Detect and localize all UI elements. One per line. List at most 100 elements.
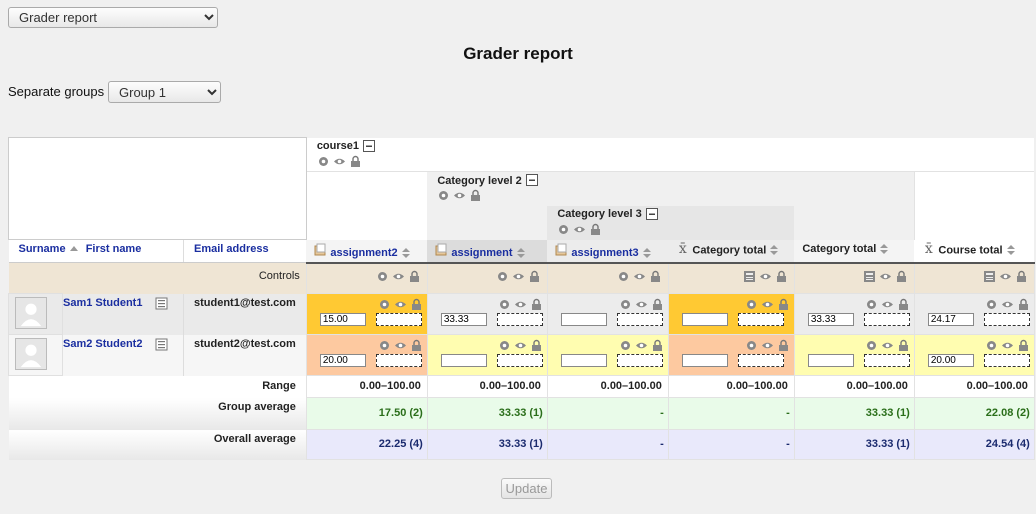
eye-icon[interactable] [512,270,525,283]
lock-icon[interactable] [530,298,543,311]
gear-icon[interactable] [619,339,632,352]
grade-input[interactable] [807,354,854,368]
sort-icon[interactable] [516,247,526,259]
grade-input[interactable] [927,313,974,327]
lock-icon[interactable] [408,270,421,283]
lock-icon[interactable] [895,270,908,283]
eye-icon[interactable] [1001,339,1014,352]
update-button[interactable]: Update [501,478,552,499]
gear-icon[interactable] [617,270,630,283]
gear-icon[interactable] [496,270,509,283]
gear-icon[interactable] [378,339,391,352]
gear-icon[interactable] [317,155,330,168]
collapse-icon[interactable] [645,207,659,221]
sort-icon[interactable] [1006,244,1016,256]
lock-icon[interactable] [649,270,662,283]
avatar[interactable] [15,338,47,371]
eye-icon[interactable] [635,339,648,352]
eye-icon[interactable] [394,298,407,311]
gear-icon[interactable] [437,189,450,202]
column-title[interactable]: assignment2 [330,246,398,259]
collapse-icon[interactable] [525,174,539,187]
grade-input[interactable] [807,313,854,327]
grade-input[interactable] [681,313,728,327]
gear-icon[interactable] [865,298,878,311]
feedback-input[interactable] [983,313,1030,327]
feedback-input[interactable] [496,313,543,327]
eye-icon[interactable] [881,339,894,352]
feedback-input[interactable] [863,313,910,327]
eye-icon[interactable] [761,298,774,311]
lock-icon[interactable] [897,298,910,311]
student-name[interactable]: Sam1 Student1 [63,296,143,309]
lock-icon[interactable] [897,339,910,352]
eye-icon[interactable] [881,298,894,311]
grade-input[interactable] [560,313,607,327]
lock-icon[interactable] [1017,298,1030,311]
lock-icon[interactable] [777,298,790,311]
gear-icon[interactable] [557,223,570,236]
gear-icon[interactable] [378,298,391,311]
feedback-input[interactable] [496,354,543,368]
student-name[interactable]: Sam2 Student2 [63,337,143,350]
grade-input[interactable] [440,313,487,327]
gear-icon[interactable] [498,298,511,311]
lock-icon[interactable] [775,270,788,283]
collapse-icon[interactable] [363,139,376,153]
calculator-icon[interactable] [983,270,996,283]
gear-icon[interactable] [745,298,758,311]
avatar[interactable] [15,297,47,330]
feedback-input[interactable] [863,354,910,368]
eye-icon[interactable] [514,298,527,311]
calculator-icon[interactable] [863,270,876,283]
lock-icon[interactable] [528,270,541,283]
gear-icon[interactable] [985,298,998,311]
eye-icon[interactable] [392,270,405,283]
feedback-input[interactable] [616,354,663,368]
eye-icon[interactable] [633,270,646,283]
lock-icon[interactable] [1017,339,1030,352]
sort-icon[interactable] [879,243,889,255]
group-select[interactable]: Group 1 [108,81,221,103]
gear-icon[interactable] [865,339,878,352]
column-title[interactable]: assignment [451,246,513,259]
user-report-icon[interactable] [155,338,168,351]
eye-icon[interactable] [635,298,648,311]
eye-icon[interactable] [333,155,346,168]
lock-icon[interactable] [530,339,543,352]
eye-icon[interactable] [453,189,466,202]
eye-icon[interactable] [999,270,1012,283]
user-report-icon[interactable] [155,297,168,310]
eye-icon[interactable] [394,339,407,352]
lock-icon[interactable] [1015,270,1028,283]
firstname-sort-link[interactable]: First name [85,243,142,255]
gear-icon[interactable] [745,339,758,352]
grade-input[interactable] [319,313,366,327]
eye-icon[interactable] [879,270,892,283]
feedback-input[interactable] [737,313,784,327]
gear-icon[interactable] [985,339,998,352]
grade-input[interactable] [319,354,366,368]
eye-icon[interactable] [514,339,527,352]
gear-icon[interactable] [376,270,389,283]
sort-icon[interactable] [769,244,779,256]
grade-input[interactable] [681,354,728,368]
column-title[interactable]: assignment3 [571,246,639,259]
lock-icon[interactable] [651,339,664,352]
grade-input[interactable] [440,354,487,368]
eye-icon[interactable] [1001,298,1014,311]
feedback-input[interactable] [616,313,663,327]
gear-icon[interactable] [619,298,632,311]
lock-icon[interactable] [777,339,790,352]
grade-input[interactable] [560,354,607,368]
lock-icon[interactable] [349,155,362,168]
sort-icon[interactable] [401,247,411,259]
lock-icon[interactable] [410,339,423,352]
eye-icon[interactable] [761,339,774,352]
feedback-input[interactable] [983,354,1030,368]
gear-icon[interactable] [498,339,511,352]
feedback-input[interactable] [375,313,422,327]
feedback-input[interactable] [375,354,422,368]
lock-icon[interactable] [651,298,664,311]
report-view-select[interactable]: Grader report [8,7,218,28]
